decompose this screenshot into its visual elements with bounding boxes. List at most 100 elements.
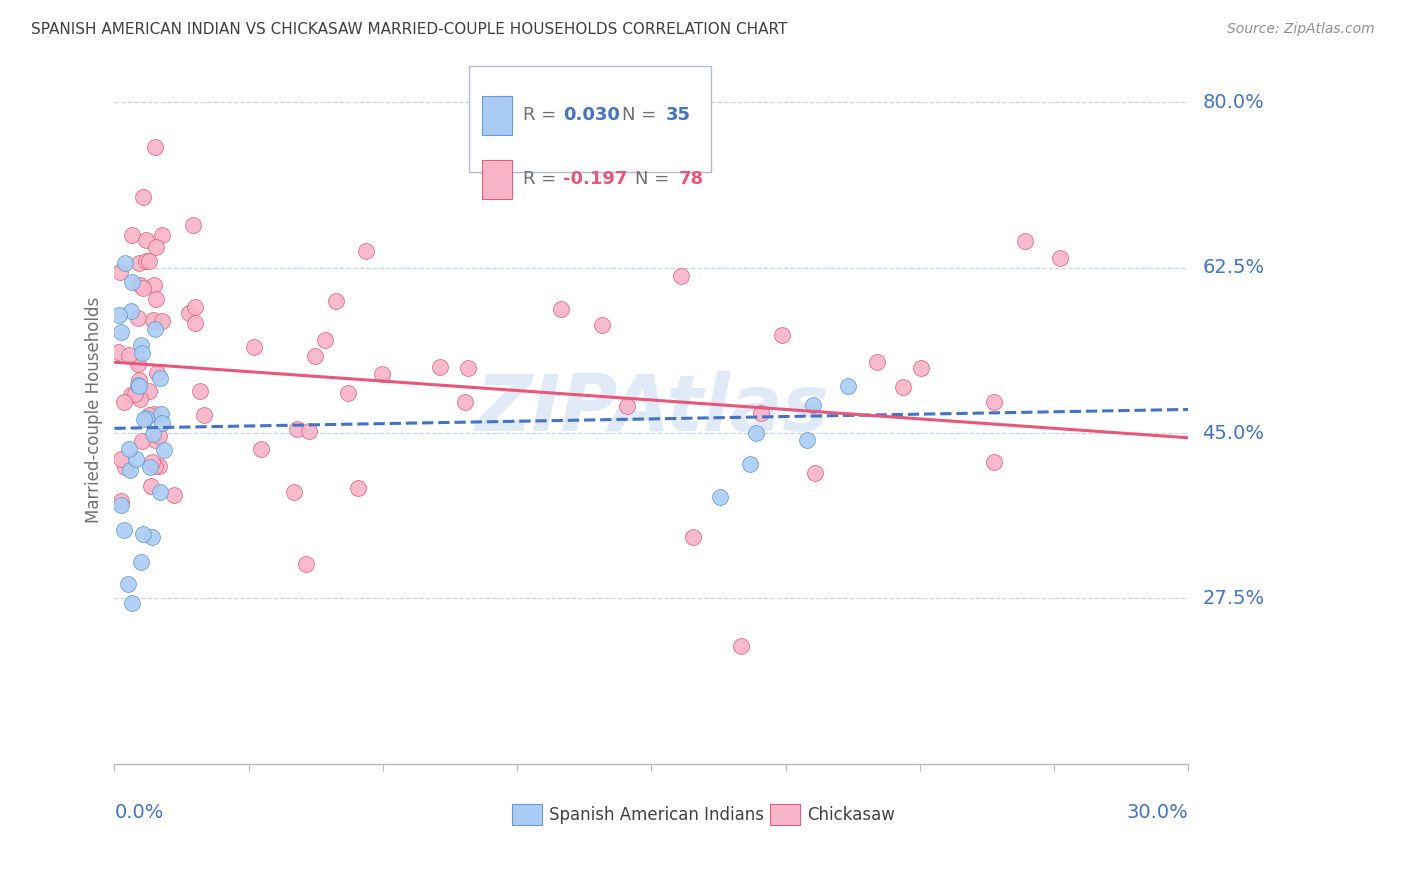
Point — [138, 459, 160, 474]
Point — [120, 463, 142, 477]
Point — [454, 394, 477, 409]
Point — [120, 303, 142, 318]
Point — [181, 218, 204, 232]
Point — [429, 360, 451, 375]
Point — [131, 338, 153, 352]
FancyBboxPatch shape — [468, 66, 710, 172]
Point — [983, 395, 1005, 409]
Point — [709, 491, 731, 505]
Point — [120, 388, 142, 402]
Text: 0.030: 0.030 — [564, 106, 620, 124]
Point — [150, 314, 173, 328]
Point — [347, 482, 370, 496]
Point — [121, 596, 143, 610]
Point — [108, 264, 131, 278]
Point — [295, 557, 318, 571]
Point — [738, 457, 761, 471]
Point — [145, 366, 167, 380]
Point — [745, 425, 768, 440]
Point — [110, 494, 132, 508]
Point — [128, 379, 150, 393]
Point — [179, 306, 201, 320]
Point — [138, 409, 160, 423]
Point — [591, 318, 613, 333]
Point — [148, 458, 170, 473]
Point — [143, 407, 166, 421]
Text: N =: N = — [623, 106, 662, 124]
Point — [148, 428, 170, 442]
Point — [141, 479, 163, 493]
Point — [150, 227, 173, 242]
Text: -0.197: -0.197 — [564, 170, 627, 188]
Point — [1049, 252, 1071, 266]
Bar — [482, 95, 512, 135]
Text: 78: 78 — [678, 170, 703, 188]
Point — [128, 256, 150, 270]
Point — [457, 361, 479, 376]
Point — [124, 387, 146, 401]
Text: R =: R = — [523, 106, 561, 124]
Text: 30.0%: 30.0% — [1126, 803, 1188, 822]
Text: Source: ZipAtlas.com: Source: ZipAtlas.com — [1227, 22, 1375, 37]
Point — [108, 308, 131, 322]
Point — [118, 348, 141, 362]
Point — [314, 333, 336, 347]
Point — [749, 406, 772, 420]
Point — [141, 530, 163, 544]
Point — [114, 459, 136, 474]
Point — [184, 317, 207, 331]
Point — [142, 313, 165, 327]
Text: ZIPAtlas: ZIPAtlas — [475, 371, 828, 448]
Text: 80.0%: 80.0% — [1202, 93, 1264, 112]
Point — [127, 378, 149, 392]
Point — [129, 392, 152, 406]
Point — [283, 485, 305, 500]
Point — [135, 254, 157, 268]
Point — [866, 355, 889, 369]
Point — [730, 639, 752, 653]
Y-axis label: Married-couple Households: Married-couple Households — [86, 296, 103, 523]
Point — [162, 488, 184, 502]
Point — [682, 530, 704, 544]
Point — [188, 384, 211, 398]
Point — [127, 357, 149, 371]
Point — [135, 233, 157, 247]
Point — [152, 442, 174, 457]
Point — [983, 455, 1005, 469]
Point — [249, 442, 271, 456]
Point — [370, 367, 392, 381]
Point — [354, 244, 377, 258]
Point — [837, 379, 859, 393]
Point — [891, 380, 914, 394]
Point — [143, 140, 166, 154]
Bar — [769, 804, 800, 825]
Point — [550, 302, 572, 317]
Text: R =: R = — [523, 170, 561, 188]
Point — [1014, 234, 1036, 248]
Point — [616, 400, 638, 414]
Bar — [512, 804, 541, 825]
Point — [770, 327, 793, 342]
Point — [107, 344, 129, 359]
Point — [112, 524, 135, 538]
Point — [110, 325, 132, 339]
Text: 0.0%: 0.0% — [114, 803, 163, 822]
Point — [132, 281, 155, 295]
Point — [184, 300, 207, 314]
Point — [129, 555, 152, 569]
Point — [243, 340, 266, 354]
Point — [145, 240, 167, 254]
Point — [128, 373, 150, 387]
Point — [193, 409, 215, 423]
Point — [150, 407, 173, 421]
Point — [132, 190, 155, 204]
Point — [110, 452, 132, 467]
Text: SPANISH AMERICAN INDIAN VS CHICKASAW MARRIED-COUPLE HOUSEHOLDS CORRELATION CHART: SPANISH AMERICAN INDIAN VS CHICKASAW MAR… — [31, 22, 787, 37]
Point — [337, 385, 360, 400]
Point — [121, 275, 143, 289]
Point — [131, 345, 153, 359]
Point — [114, 256, 136, 270]
Point — [669, 269, 692, 284]
Point — [804, 467, 827, 481]
Point — [110, 498, 132, 512]
